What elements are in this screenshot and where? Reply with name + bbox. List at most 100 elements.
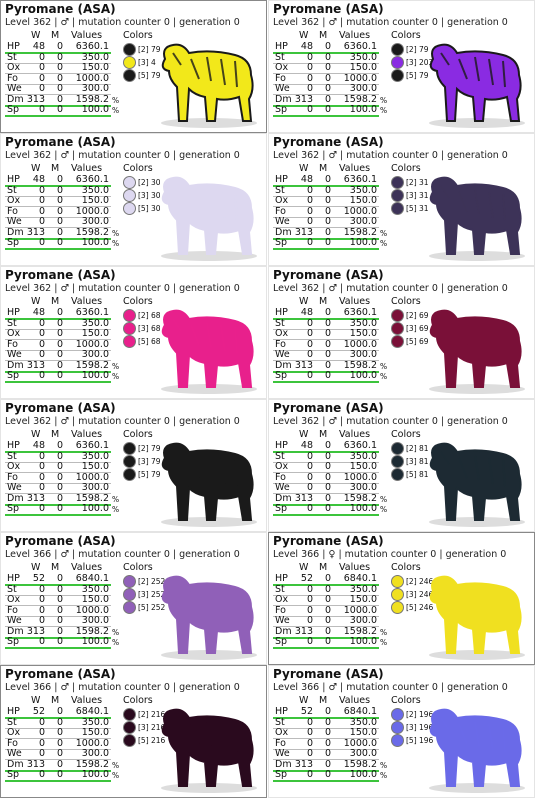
stat-name: HP bbox=[275, 440, 288, 451]
stat-unit: % bbox=[112, 505, 120, 514]
stat-wild: 0 bbox=[38, 716, 45, 728]
stat-wild: 0 bbox=[306, 317, 313, 329]
stat-value: 300.0 bbox=[81, 615, 109, 626]
stat-name: St bbox=[7, 583, 17, 595]
stat-mut: 0 bbox=[324, 615, 331, 626]
color-label: [2] 252 bbox=[138, 577, 166, 586]
row-line bbox=[5, 606, 111, 617]
stat-wild: 0 bbox=[306, 83, 313, 94]
creature-body bbox=[429, 176, 522, 255]
row-line bbox=[273, 452, 379, 463]
stat-name: Dm bbox=[7, 359, 24, 371]
stat-name: St bbox=[275, 184, 285, 196]
color-swatch bbox=[391, 69, 404, 82]
color-swatch bbox=[123, 322, 136, 335]
stat-name: St bbox=[275, 450, 285, 462]
creature-body bbox=[161, 43, 254, 122]
stat-wild: 0 bbox=[306, 349, 313, 360]
stat-mut: 0 bbox=[324, 594, 331, 605]
stat-name: HP bbox=[7, 573, 20, 584]
stat-value: 1598.2 bbox=[343, 492, 377, 504]
stat-unit: % bbox=[112, 494, 120, 504]
creature-body bbox=[429, 708, 522, 787]
color-label: [2] 30 bbox=[138, 178, 161, 187]
row-line bbox=[5, 462, 111, 473]
creature-card[interactable]: Pyromane (ASA) Level 366 | ♂ | mutation c… bbox=[268, 665, 535, 798]
stat-name: St bbox=[7, 317, 17, 329]
stat-mut: 0 bbox=[324, 370, 331, 381]
stat-unit: % bbox=[380, 239, 388, 248]
color-label: [5] 79 bbox=[138, 470, 161, 479]
color-swatch bbox=[123, 721, 136, 734]
creature-image bbox=[161, 708, 257, 793]
color-swatch bbox=[391, 322, 404, 335]
stat-unit: % bbox=[112, 638, 120, 647]
stat-name: HP bbox=[7, 440, 20, 451]
row-line bbox=[5, 585, 111, 596]
stat-value: 6840.1 bbox=[343, 706, 377, 717]
creature-card[interactable]: Pyromane (ASA) Level 362 | ♂ | mutation c… bbox=[268, 133, 535, 266]
creature-card[interactable]: Pyromane (ASA) Level 366 | ♂ | mutation c… bbox=[0, 665, 267, 798]
stat-name: HP bbox=[275, 706, 288, 717]
creature-card[interactable]: Pyromane (ASA) Level 362 | ♂ | mutation c… bbox=[268, 266, 535, 399]
creature-card[interactable]: Pyromane (ASA) Level 362 | ♂ | mutation c… bbox=[0, 266, 267, 399]
stat-wild: 313 bbox=[26, 492, 45, 504]
stat-value: 350.0 bbox=[81, 583, 109, 595]
stat-mut: 0 bbox=[56, 769, 63, 780]
creature-body bbox=[429, 309, 522, 388]
creature-card[interactable]: Pyromane (ASA) Level 362 | ♂ | mutation c… bbox=[268, 0, 535, 133]
stat-mut: 0 bbox=[56, 370, 63, 381]
stat-wild: 0 bbox=[306, 184, 313, 196]
creature-card[interactable]: Pyromane (ASA) Level 362 | ♂ | mutation c… bbox=[0, 0, 267, 133]
stat-mut: 0 bbox=[56, 72, 63, 84]
creature-card[interactable]: Pyromane (ASA) Level 366 | ♂ | mutation c… bbox=[0, 532, 267, 665]
row-line bbox=[5, 718, 111, 729]
stat-name: HP bbox=[275, 307, 288, 318]
creature-image bbox=[429, 575, 525, 660]
color-label: [3] 4 bbox=[138, 58, 156, 67]
row-line bbox=[5, 186, 111, 197]
column-header: Values bbox=[71, 296, 103, 307]
stat-mut: 0 bbox=[56, 205, 63, 217]
stat-value: 1598.2 bbox=[75, 492, 109, 504]
color-swatch bbox=[123, 588, 136, 601]
creature-markings bbox=[440, 717, 506, 753]
creature-body bbox=[429, 442, 522, 521]
creature-card[interactable]: Pyromane (ASA) Level 362 | ♂ | mutation c… bbox=[0, 133, 267, 266]
stat-unit: % bbox=[380, 106, 388, 115]
row-line bbox=[5, 770, 111, 782]
stat-name: Dm bbox=[275, 492, 292, 504]
stat-wild: 0 bbox=[306, 370, 313, 381]
stat-name: HP bbox=[275, 573, 288, 584]
color-label: [2] 79 bbox=[138, 444, 161, 453]
stat-name: Sp bbox=[7, 503, 20, 514]
creature-body bbox=[429, 575, 522, 654]
creature-card[interactable]: Pyromane (ASA) Level 362 | ♂ | mutation c… bbox=[0, 399, 267, 532]
row-line bbox=[273, 585, 379, 596]
stat-value: 1598.2 bbox=[75, 758, 109, 770]
stat-unit: % bbox=[380, 638, 388, 647]
stat-value: 300.0 bbox=[349, 615, 377, 626]
card-subtitle: Level 362 | ♂ | mutation counter 0 | gen… bbox=[273, 416, 508, 427]
stat-value: 1598.2 bbox=[343, 226, 377, 238]
stat-name: Ox bbox=[7, 461, 21, 472]
stat-wild: 0 bbox=[38, 604, 45, 616]
stat-wild: 0 bbox=[38, 338, 45, 350]
stat-wild: 0 bbox=[306, 636, 313, 647]
creature-body bbox=[429, 43, 522, 122]
stat-wild: 52 bbox=[300, 706, 313, 717]
color-swatch bbox=[391, 734, 404, 747]
creature-card[interactable]: Pyromane (ASA) Level 362 | ♂ | mutation c… bbox=[268, 399, 535, 532]
stat-name: Fo bbox=[275, 471, 286, 483]
creature-card[interactable]: Pyromane (ASA) Level 366 | ♀ | mutation c… bbox=[268, 532, 535, 665]
stat-value: 300.0 bbox=[81, 83, 109, 94]
color-swatch bbox=[123, 176, 136, 189]
column-header: W bbox=[299, 163, 309, 174]
column-header: M bbox=[51, 296, 60, 307]
stat-mut: 0 bbox=[324, 583, 331, 595]
row-line bbox=[5, 473, 111, 484]
creature-body bbox=[161, 575, 254, 654]
row-line bbox=[273, 483, 379, 494]
row-line bbox=[273, 637, 379, 649]
stat-mut: 0 bbox=[324, 492, 331, 504]
